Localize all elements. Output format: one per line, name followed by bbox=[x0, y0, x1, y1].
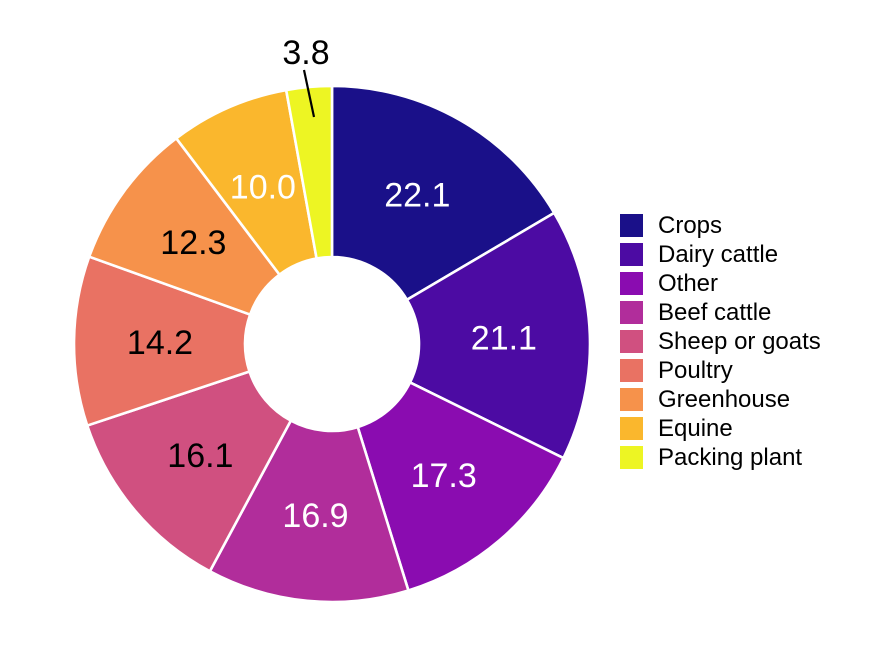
slice-packing-plant bbox=[284, 84, 334, 260]
slice-value-label-beef-cattle: 16.9 bbox=[282, 497, 348, 535]
legend-item-sheep-or-goats: Sheep or goats bbox=[620, 328, 821, 355]
legend-item-poultry: Poultry bbox=[620, 357, 821, 384]
slice-value-label-greenhouse: 12.3 bbox=[160, 224, 226, 262]
legend-label-sheep-or-goats: Sheep or goats bbox=[658, 328, 821, 355]
legend-item-equine: Equine bbox=[620, 415, 821, 442]
slice-greenhouse bbox=[87, 137, 281, 316]
slice-other bbox=[356, 381, 565, 592]
legend-label-greenhouse: Greenhouse bbox=[658, 386, 791, 413]
legend-item-beef-cattle: Beef cattle bbox=[620, 299, 821, 326]
legend-label-equine: Equine bbox=[658, 415, 733, 442]
leader-line-packing-plant bbox=[302, 69, 316, 118]
slice-sheep-or-goats bbox=[85, 370, 293, 573]
legend-swatch-packing-plant bbox=[620, 446, 643, 469]
legend-swatch-greenhouse bbox=[620, 388, 643, 411]
slice-value-label-equine: 10.0 bbox=[230, 169, 296, 207]
legend-label-beef-cattle: Beef cattle bbox=[658, 299, 772, 326]
legend-label-dairy-cattle: Dairy cattle bbox=[658, 241, 779, 268]
slice-value-label-crops: 22.1 bbox=[384, 177, 450, 215]
outside-value-label-packing-plant: 3.8 bbox=[282, 34, 329, 72]
legend-swatch-dairy-cattle bbox=[620, 243, 643, 266]
legend-label-crops: Crops bbox=[658, 212, 723, 239]
legend-swatch-beef-cattle bbox=[620, 301, 643, 324]
legend-swatch-sheep-or-goats bbox=[620, 330, 643, 353]
legend-label-packing-plant: Packing plant bbox=[658, 444, 803, 471]
legend-label-poultry: Poultry bbox=[658, 357, 733, 384]
legend-item-packing-plant: Packing plant bbox=[620, 444, 821, 471]
slice-crops bbox=[330, 84, 556, 302]
legend-item-dairy-cattle: Dairy cattle bbox=[620, 241, 821, 268]
slice-value-label-dairy-cattle: 21.1 bbox=[471, 320, 537, 358]
legend-item-crops: Crops bbox=[620, 212, 821, 239]
slice-value-label-poultry: 14.2 bbox=[127, 324, 193, 362]
slice-value-label-other: 17.3 bbox=[411, 457, 477, 495]
legend-label-other: Other bbox=[658, 270, 719, 297]
legend-item-greenhouse: Greenhouse bbox=[620, 386, 821, 413]
legend-swatch-crops bbox=[620, 214, 643, 237]
legend-swatch-equine bbox=[620, 417, 643, 440]
legend-swatch-other bbox=[620, 272, 643, 295]
slice-value-label-sheep-or-goats: 16.1 bbox=[167, 437, 233, 475]
legend-swatch-poultry bbox=[620, 359, 643, 382]
legend: Crops Dairy cattle Other Beef cattle Sheep o… bbox=[620, 212, 821, 471]
slice-dairy-cattle bbox=[405, 211, 592, 460]
slice-beef-cattle bbox=[208, 419, 410, 604]
legend-item-other: Other bbox=[620, 270, 821, 297]
